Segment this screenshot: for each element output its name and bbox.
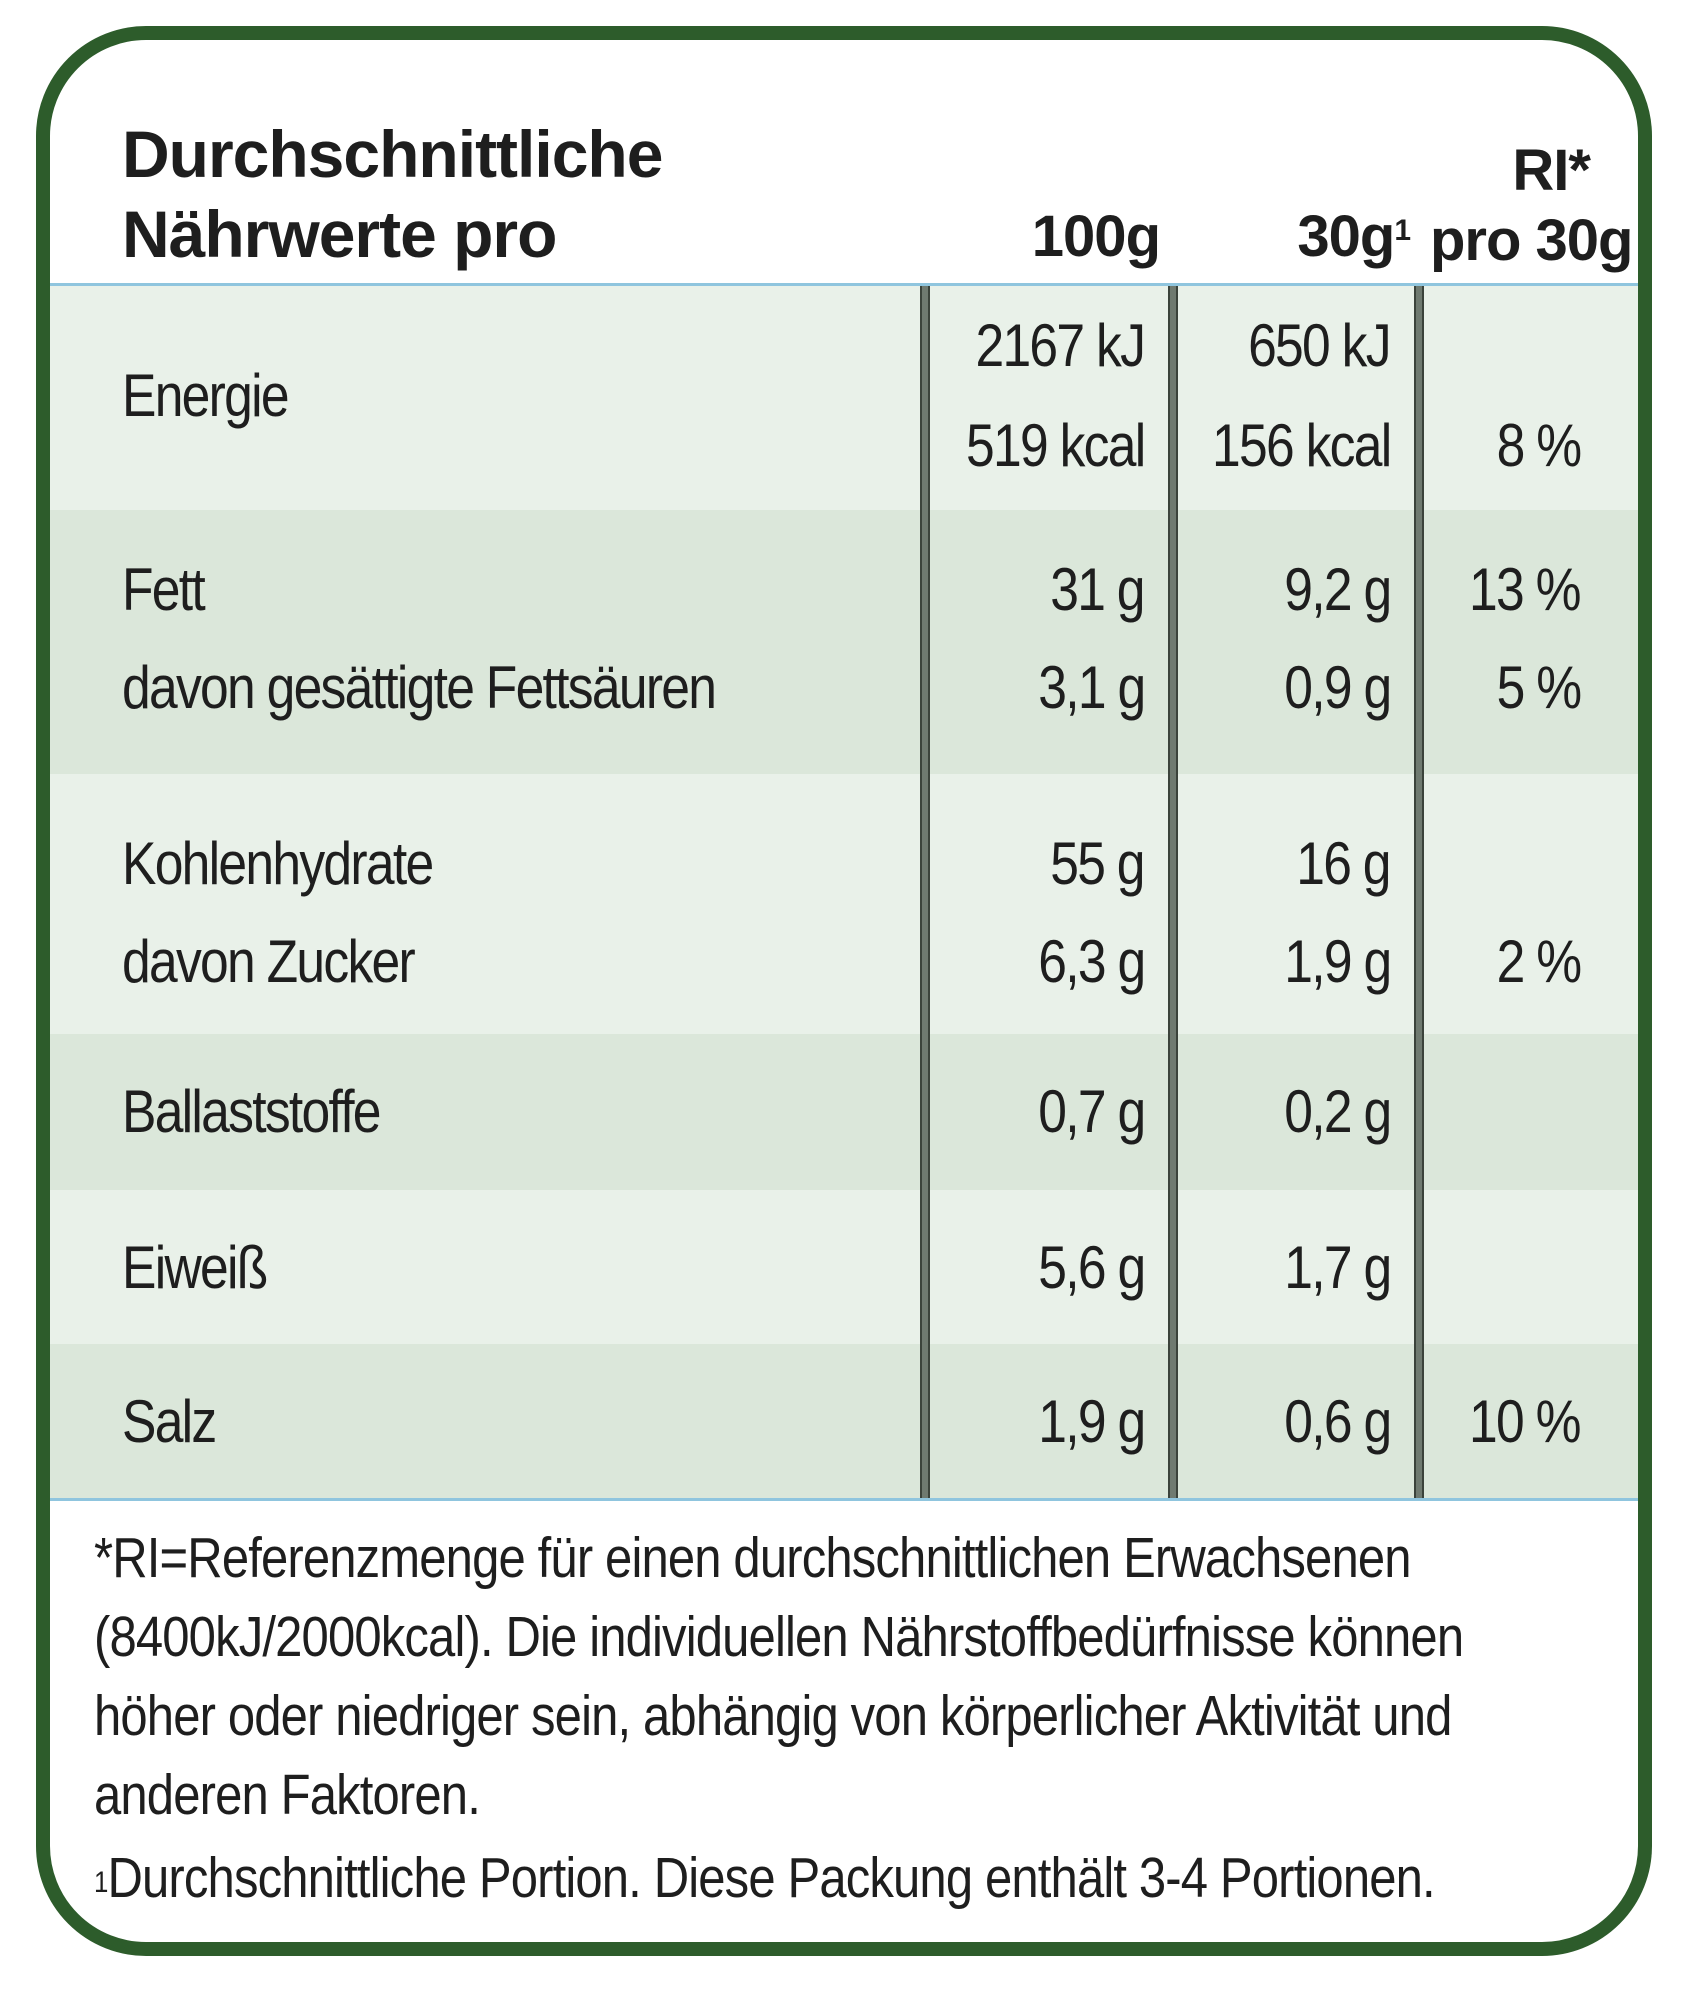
table-row-salz: Salz 1,9 g 0,6 g 10 % [50,1344,1638,1498]
value-100g-salz: 1,9 g [1037,1388,1146,1455]
table-row-fett: Fett 31 g 9,2 g 13 % davon gesättigte Fe… [50,510,1638,774]
value-100g-ballaststoffe: 0,7 g [1037,1078,1146,1145]
header-col-30g-label: 30g [1297,204,1395,269]
value-30g-kohlenhydrate: 16 g [1296,830,1391,897]
header-col-ri-line2: pro 30g [1430,208,1634,273]
value-30g-salz: 0,6 g [1283,1388,1392,1455]
value-100g-kj: 2167 kJ [975,312,1145,379]
column-divider-1 [920,286,930,1498]
table-header: Durchschnittliche Nährwerte pro 100g 30g… [50,40,1638,286]
value-30g-kj: 650 kJ [1248,312,1391,379]
value-ri-salz: 10 % [1469,1388,1581,1455]
header-title-line1: Durchschnittliche [122,117,663,191]
header-col-100g: 100g [980,202,1161,272]
table-row-ballaststoffe: Ballaststoffe 0,7 g 0,2 g [50,1034,1638,1190]
value-ri-fett: 13 % [1469,556,1581,623]
value-100g-fettsaeuren: 3,1 g [1037,654,1146,721]
value-100g-zucker: 6,3 g [1037,928,1146,995]
value-30g-kcal: 156 kcal [1211,412,1392,479]
portion-footnote-text: Durchschnittliche Portion. Diese Packung… [107,1846,1435,1910]
header-title-line2: Nährwerte pro [122,197,557,271]
row-label-ballaststoffe: Ballaststoffe [122,1078,382,1145]
row-label-energie: Energie [122,362,290,429]
header-title: Durchschnittliche Nährwerte pro [122,114,663,274]
table-row-eiweiss: Eiweiß 5,6 g 1,7 g [50,1190,1638,1344]
value-ri-energie: 8 % [1496,412,1581,479]
column-divider-3 [1414,286,1424,1498]
table-row-energie: Energie 2167 kJ 519 kcal 650 kJ 156 kcal… [50,286,1638,510]
value-30g-eiweiss: 1,7 g [1283,1234,1392,1301]
value-30g-zucker: 1,9 g [1283,928,1392,995]
value-ri-zucker: 2 % [1496,928,1581,995]
value-30g-fett: 9,2 g [1283,556,1392,623]
row-label-salz: Salz [122,1388,217,1455]
header-col-ri-line1: RI* [1512,138,1591,203]
value-100g-kcal: 519 kcal [965,412,1146,479]
portion-footnote: 1Durchschnittliche Portion. Diese Packun… [94,1839,1436,1918]
value-ri-fettsaeuren: 5 % [1496,654,1581,721]
value-100g-kohlenhydrate: 55 g [1050,830,1145,897]
value-30g-ballaststoffe: 0,2 g [1283,1078,1392,1145]
table-row-kohlenhydrate: Kohlenhydrate 55 g 16 g davon Zucker 6,3… [50,774,1638,1034]
nutrition-label: Durchschnittliche Nährwerte pro 100g 30g… [36,26,1652,1956]
row-label-eiweiss: Eiweiß [122,1234,268,1301]
row-label-zucker: davon Zucker [122,928,416,995]
header-col-ri: RI* pro 30g [1430,136,1634,276]
header-col-30g: 30g1 [1230,202,1411,272]
ri-footnote: *RI=Referenzmenge für einen durchschnitt… [94,1526,1464,1827]
portion-footnote-mark: 1 [94,1866,108,1899]
row-label-fett: Fett [122,556,206,623]
header-col-100g-label: 100g [1031,204,1161,269]
table-footer: *RI=Referenzmenge für einen durchschnitt… [50,1498,1638,1942]
value-100g-eiweiss: 5,6 g [1037,1234,1146,1301]
header-col-30g-footnote-mark: 1 [1394,214,1411,247]
value-30g-fettsaeuren: 0,9 g [1283,654,1392,721]
nutrition-table: Energie 2167 kJ 519 kcal 650 kJ 156 kcal… [50,286,1638,1498]
row-label-fettsaeuren: davon gesättigte Fettsäuren [122,654,717,721]
row-label-kohlenhydrate: Kohlenhydrate [122,830,434,897]
value-100g-fett: 31 g [1050,556,1145,623]
column-divider-2 [1168,286,1178,1498]
